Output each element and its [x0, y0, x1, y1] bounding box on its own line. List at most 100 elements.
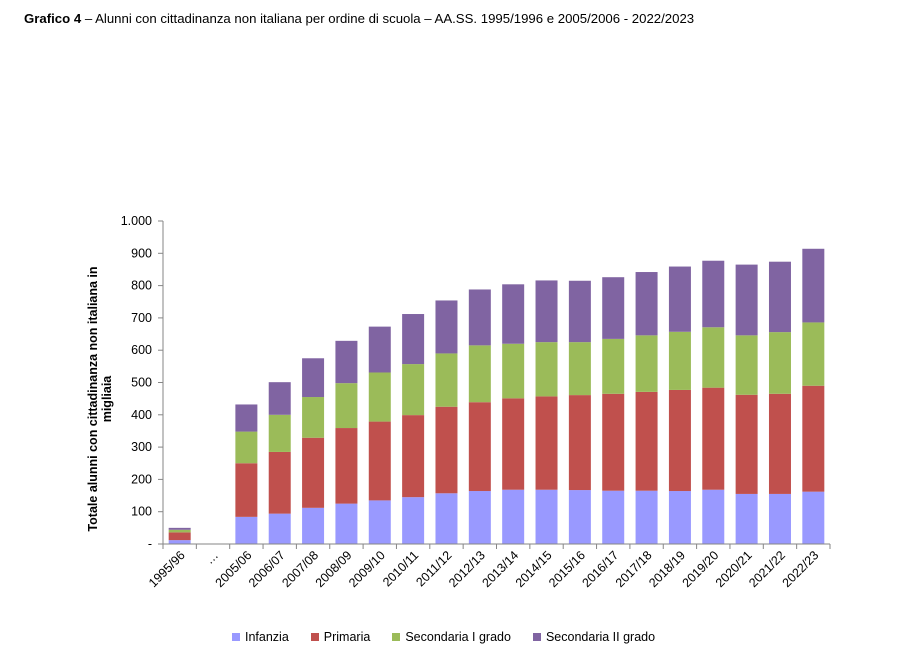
- bar-segment: [235, 431, 258, 464]
- bar-segment: [268, 513, 291, 544]
- legend-item: Primaria: [310, 630, 371, 644]
- y-tick-label: 400: [131, 408, 152, 422]
- x-tick-label: 2022/23: [780, 548, 822, 590]
- bar-segment: [668, 491, 691, 544]
- bar-segment: [602, 490, 625, 544]
- bar-segment: [235, 463, 258, 517]
- bar-segment: [435, 300, 458, 354]
- bar-segment: [668, 331, 691, 390]
- bar-segment: [535, 396, 558, 490]
- legend: Infanzia Primaria Secondaria I grado Second…: [232, 630, 655, 644]
- bar-segment: [402, 415, 425, 498]
- bar-segment: [502, 398, 525, 490]
- y-tick-label: 900: [131, 246, 152, 260]
- bar-segment: [502, 489, 525, 544]
- y-tick-label: 600: [131, 343, 152, 357]
- bar-segment: [702, 260, 725, 328]
- x-tick-label: 2009/10: [346, 548, 388, 590]
- y-tick-label: -: [148, 537, 152, 551]
- bar-segment: [535, 489, 558, 544]
- bar-segment: [468, 402, 491, 492]
- bar-segment: [435, 493, 458, 544]
- bar-segment: [302, 437, 325, 508]
- x-axis-ticks: 1995/96 …2005/062006/072007/082008/092009…: [146, 544, 831, 590]
- bar-segment: [468, 289, 491, 346]
- bar-segment: [568, 280, 591, 343]
- bar-segment: [268, 382, 291, 415]
- bar-segment: [568, 395, 591, 491]
- bar-segment: [468, 491, 491, 544]
- bar-segment: [235, 404, 258, 432]
- y-tick-label: 300: [131, 440, 152, 454]
- bar-segment: [268, 451, 291, 514]
- bar-segment: [635, 391, 658, 491]
- bar-segment: [535, 342, 558, 397]
- bar-segment: [235, 516, 258, 544]
- bar-segment: [335, 340, 358, 384]
- bar-segment: [535, 280, 558, 343]
- bar-segment: [602, 393, 625, 491]
- bar-segment: [335, 503, 358, 544]
- bar-segment: [502, 343, 525, 399]
- bar-segment: [502, 284, 525, 344]
- bar-segment: [402, 314, 425, 365]
- x-tick-label: 2010/11: [380, 548, 421, 589]
- bar-segment: [602, 338, 625, 394]
- bar-segment: [368, 372, 391, 422]
- legend-item: Infanzia: [232, 630, 289, 644]
- bar-segment: [368, 326, 391, 373]
- y-tick-label: 800: [131, 279, 152, 293]
- bar-segment: [302, 358, 325, 398]
- bar-segment: [768, 393, 791, 494]
- y-tick-label: 700: [131, 311, 152, 325]
- bar-segment: [435, 406, 458, 494]
- y-tick-label: 1.000: [121, 214, 152, 228]
- x-tick-label: 1995/96: [146, 548, 188, 590]
- bar-segment: [635, 490, 658, 544]
- y-tick-label: 100: [131, 505, 152, 519]
- bar-segment: [735, 394, 758, 494]
- bar-segment: [668, 266, 691, 332]
- bar-segment: [168, 529, 191, 533]
- legend-swatch: [532, 633, 541, 641]
- caption-lead: Grafico 4: [24, 11, 82, 26]
- legend-label: Infanzia: [245, 630, 289, 644]
- bar-segment: [168, 527, 191, 530]
- bar-segment: [635, 335, 658, 392]
- bar-segment: [802, 248, 825, 323]
- legend-swatch: [310, 633, 319, 641]
- y-axis-title: Totale alunni con cittadinanza non itali…: [86, 266, 114, 531]
- bar-segment: [635, 272, 658, 336]
- bar-segment: [768, 261, 791, 333]
- legend-label: Secondaria I grado: [405, 630, 511, 644]
- legend-swatch: [232, 633, 240, 641]
- legend-swatch: [392, 633, 401, 641]
- bar-segment: [802, 491, 825, 544]
- y-tick-label: 500: [131, 376, 152, 390]
- bar-segment: [368, 421, 391, 501]
- bar-segment: [335, 428, 358, 504]
- bar-segment: [735, 335, 758, 395]
- bar-segment: [735, 493, 758, 544]
- bar-segment: [702, 489, 725, 544]
- legend-item: Secondaria II grado: [532, 630, 656, 644]
- bar-segment: [768, 493, 791, 544]
- bar-segment: [735, 264, 758, 336]
- bar-segment: [302, 397, 325, 438]
- caption-text: – Alunni con cittadinanza non italiana p…: [84, 11, 695, 26]
- bar-segment: [268, 414, 291, 452]
- bar-segment: [168, 540, 191, 544]
- bar-segment: [768, 332, 791, 394]
- bar-segment: [368, 500, 391, 544]
- bar-segment: [468, 345, 491, 403]
- bar-segment: [602, 277, 625, 339]
- bar-segment: [302, 507, 325, 544]
- legend-label: Primaria: [323, 630, 371, 644]
- legend-label: Secondaria II grado: [545, 630, 656, 644]
- x-tick-label: …: [202, 548, 221, 567]
- bar-segment: [702, 387, 725, 490]
- bar-segment: [402, 497, 425, 544]
- bar-segment: [568, 342, 591, 396]
- bar-segment: [168, 532, 191, 541]
